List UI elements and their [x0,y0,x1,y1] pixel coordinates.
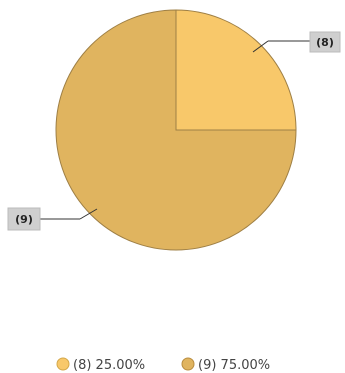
legend-label-slice-8: (8) 25.00% [73,358,145,373]
callout-line-slice-8 [252,40,269,53]
callout-box-slice-9 [7,207,41,231]
callout-label-slice-9: (9) [15,213,33,226]
slices-layer [55,9,297,251]
callout-box-slice-8 [309,31,341,53]
callout-line-slice-9 [79,208,98,220]
callout-label-slice-8: (8) [316,36,334,49]
legend-label-slice-9: (9) 75.00% [198,358,270,373]
legend-swatch-slice-9 [181,357,195,371]
pie-slice-9 [55,9,297,251]
legend: (8) 25.00% (9) 75.00% [56,357,270,373]
pie-slice-8 [175,9,297,131]
legend-swatch-slice-8 [56,357,70,371]
callouts-layer: (8) (9) [7,31,341,231]
